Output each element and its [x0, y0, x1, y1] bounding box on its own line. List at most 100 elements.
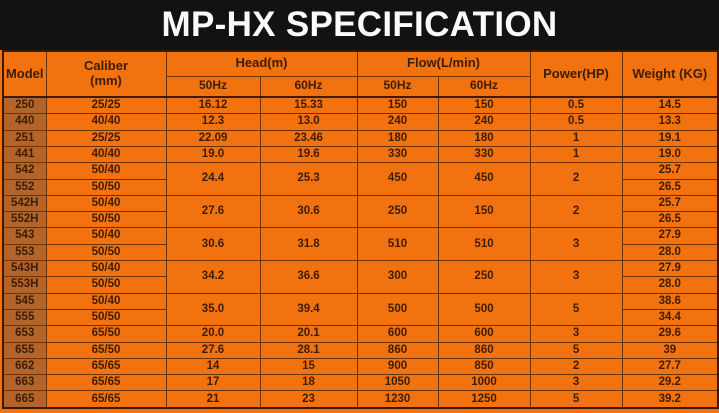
table-row: 542H 50/40 27.6 30.6 250 150 2 25.7: [2, 194, 719, 229]
cell-power: 3: [529, 374, 623, 392]
table-row: 250 25/25 16.12 15.33 150 150 0.5 14.5: [2, 96, 719, 115]
cell-model: 662: [2, 357, 47, 376]
cell-caliber: 50/50: [45, 276, 167, 294]
table-row: 251 25/25 22.09 23.46 180 180 1 19.1: [2, 129, 719, 147]
cell-flow-50hz: 450: [356, 162, 439, 196]
cell-head-60hz: 13.0: [259, 113, 358, 131]
cell-power: 2: [529, 357, 623, 376]
cell-model: 251: [2, 129, 47, 147]
table-row: 553 50/50 28.0: [2, 243, 719, 262]
cell-head-50hz: 34.2: [165, 260, 261, 294]
cell-power: 3: [529, 325, 623, 343]
cell-model: 653: [2, 325, 47, 343]
cell-flow-60hz: 250: [437, 260, 531, 294]
cell-head-60hz: 23: [259, 390, 358, 409]
cell-head-50hz: 17: [165, 374, 261, 392]
cell-flow-60hz: 1250: [437, 390, 531, 409]
cell-weight: 39.2: [621, 390, 719, 409]
cell-model: 441: [2, 145, 47, 164]
cell-caliber: 50/40: [45, 227, 167, 245]
cell-flow-60hz: 1000: [437, 374, 531, 392]
cell-power: 2: [529, 194, 623, 229]
cell-model: 663: [2, 374, 47, 392]
table-row: 662 65/65 14 15 900 850 2 27.7: [2, 357, 719, 376]
cell-model: 440: [2, 113, 47, 131]
cell-weight: 28.0: [621, 243, 719, 262]
cell-caliber: 40/40: [45, 113, 167, 131]
cell-power: 3: [529, 260, 623, 294]
cell-caliber: 50/40: [45, 260, 167, 278]
cell-flow-60hz: 600: [437, 325, 531, 343]
cell-caliber: 25/25: [45, 129, 167, 147]
cell-head-60hz: 23.46: [259, 129, 358, 147]
cell-caliber: 50/40: [45, 194, 167, 213]
table-row: 543H 50/40 34.2 36.6 300 250 3 27.9: [2, 260, 719, 294]
cell-power: 0.5: [529, 113, 623, 131]
cell-head-60hz: 15: [259, 357, 358, 376]
cell-model: 552: [2, 178, 47, 196]
page-title: MP-HX SPECIFICATION: [161, 5, 558, 44]
cell-model: 542: [2, 162, 47, 180]
cell-head-60hz: 18: [259, 374, 358, 392]
cell-head-50hz: 12.3: [165, 113, 261, 131]
cell-head-50hz: 30.6: [165, 227, 261, 262]
cell-flow-60hz: 180: [437, 129, 531, 147]
cell-head-50hz: 22.09: [165, 129, 261, 147]
table-row: 653 65/50 20.0 20.1 600 600 3 29.6: [2, 325, 719, 343]
cell-weight: 39: [621, 341, 719, 359]
cell-caliber: 65/65: [45, 357, 167, 376]
cell-head-60hz: 30.6: [259, 194, 358, 229]
cell-weight: 29.6: [621, 325, 719, 343]
cell-model: 665: [2, 390, 47, 409]
cell-head-50hz: 16.12: [165, 96, 261, 115]
table-row: 441 40/40 19.0 19.6 330 330 1 19.0: [2, 145, 719, 164]
header-head: Head(m): [165, 50, 358, 77]
cell-weight: 28.0: [621, 276, 719, 294]
cell-head-50hz: 27.6: [165, 341, 261, 359]
cell-model: 545: [2, 292, 47, 310]
cell-flow-60hz: 150: [437, 194, 531, 229]
header-head-50hz: 50Hz: [165, 75, 261, 98]
cell-flow-50hz: 900: [356, 357, 439, 376]
cell-flow-50hz: 240: [356, 113, 439, 131]
cell-flow-50hz: 250: [356, 194, 439, 229]
cell-model: 250: [2, 96, 47, 115]
cell-power: 2: [529, 162, 623, 196]
table-row: 545 50/40 35.0 39.4 500 500 5 38.6: [2, 292, 719, 327]
cell-head-60hz: 39.4: [259, 292, 358, 327]
cell-flow-60hz: 860: [437, 341, 531, 359]
cell-model: 553H: [2, 276, 47, 294]
cell-flow-50hz: 330: [356, 145, 439, 164]
cell-head-50hz: 27.6: [165, 194, 261, 229]
cell-caliber: 40/40: [45, 145, 167, 164]
cell-flow-50hz: 180: [356, 129, 439, 147]
cell-flow-60hz: 850: [437, 357, 531, 376]
cell-caliber: 50/40: [45, 292, 167, 310]
header-model: Model: [2, 50, 47, 98]
cell-power: 3: [529, 227, 623, 262]
cell-caliber: 50/40: [45, 162, 167, 180]
cell-head-50hz: 24.4: [165, 162, 261, 196]
cell-head-60hz: 28.1: [259, 341, 358, 359]
cell-flow-60hz: 510: [437, 227, 531, 262]
cell-caliber: 65/65: [45, 374, 167, 392]
cell-model: 552H: [2, 211, 47, 229]
cell-flow-50hz: 500: [356, 292, 439, 327]
cell-flow-60hz: 240: [437, 113, 531, 131]
cell-flow-50hz: 1230: [356, 390, 439, 409]
cell-weight: 19.1: [621, 129, 719, 147]
cell-model: 543: [2, 227, 47, 245]
header-caliber: Caliber (mm): [45, 50, 167, 98]
table-row: 665 65/65 21 23 1230 1250 5 39.2: [2, 390, 719, 409]
cell-head-50hz: 20.0: [165, 325, 261, 343]
cell-weight: 29.2: [621, 374, 719, 392]
cell-head-60hz: 20.1: [259, 325, 358, 343]
header-flow-50hz: 50Hz: [356, 75, 439, 98]
cell-power: 1: [529, 129, 623, 147]
header-power: Power(HP): [529, 50, 623, 98]
cell-head-60hz: 31.8: [259, 227, 358, 262]
cell-weight: 38.6: [621, 292, 719, 310]
cell-model: 555: [2, 308, 47, 327]
cell-power: 5: [529, 292, 623, 327]
